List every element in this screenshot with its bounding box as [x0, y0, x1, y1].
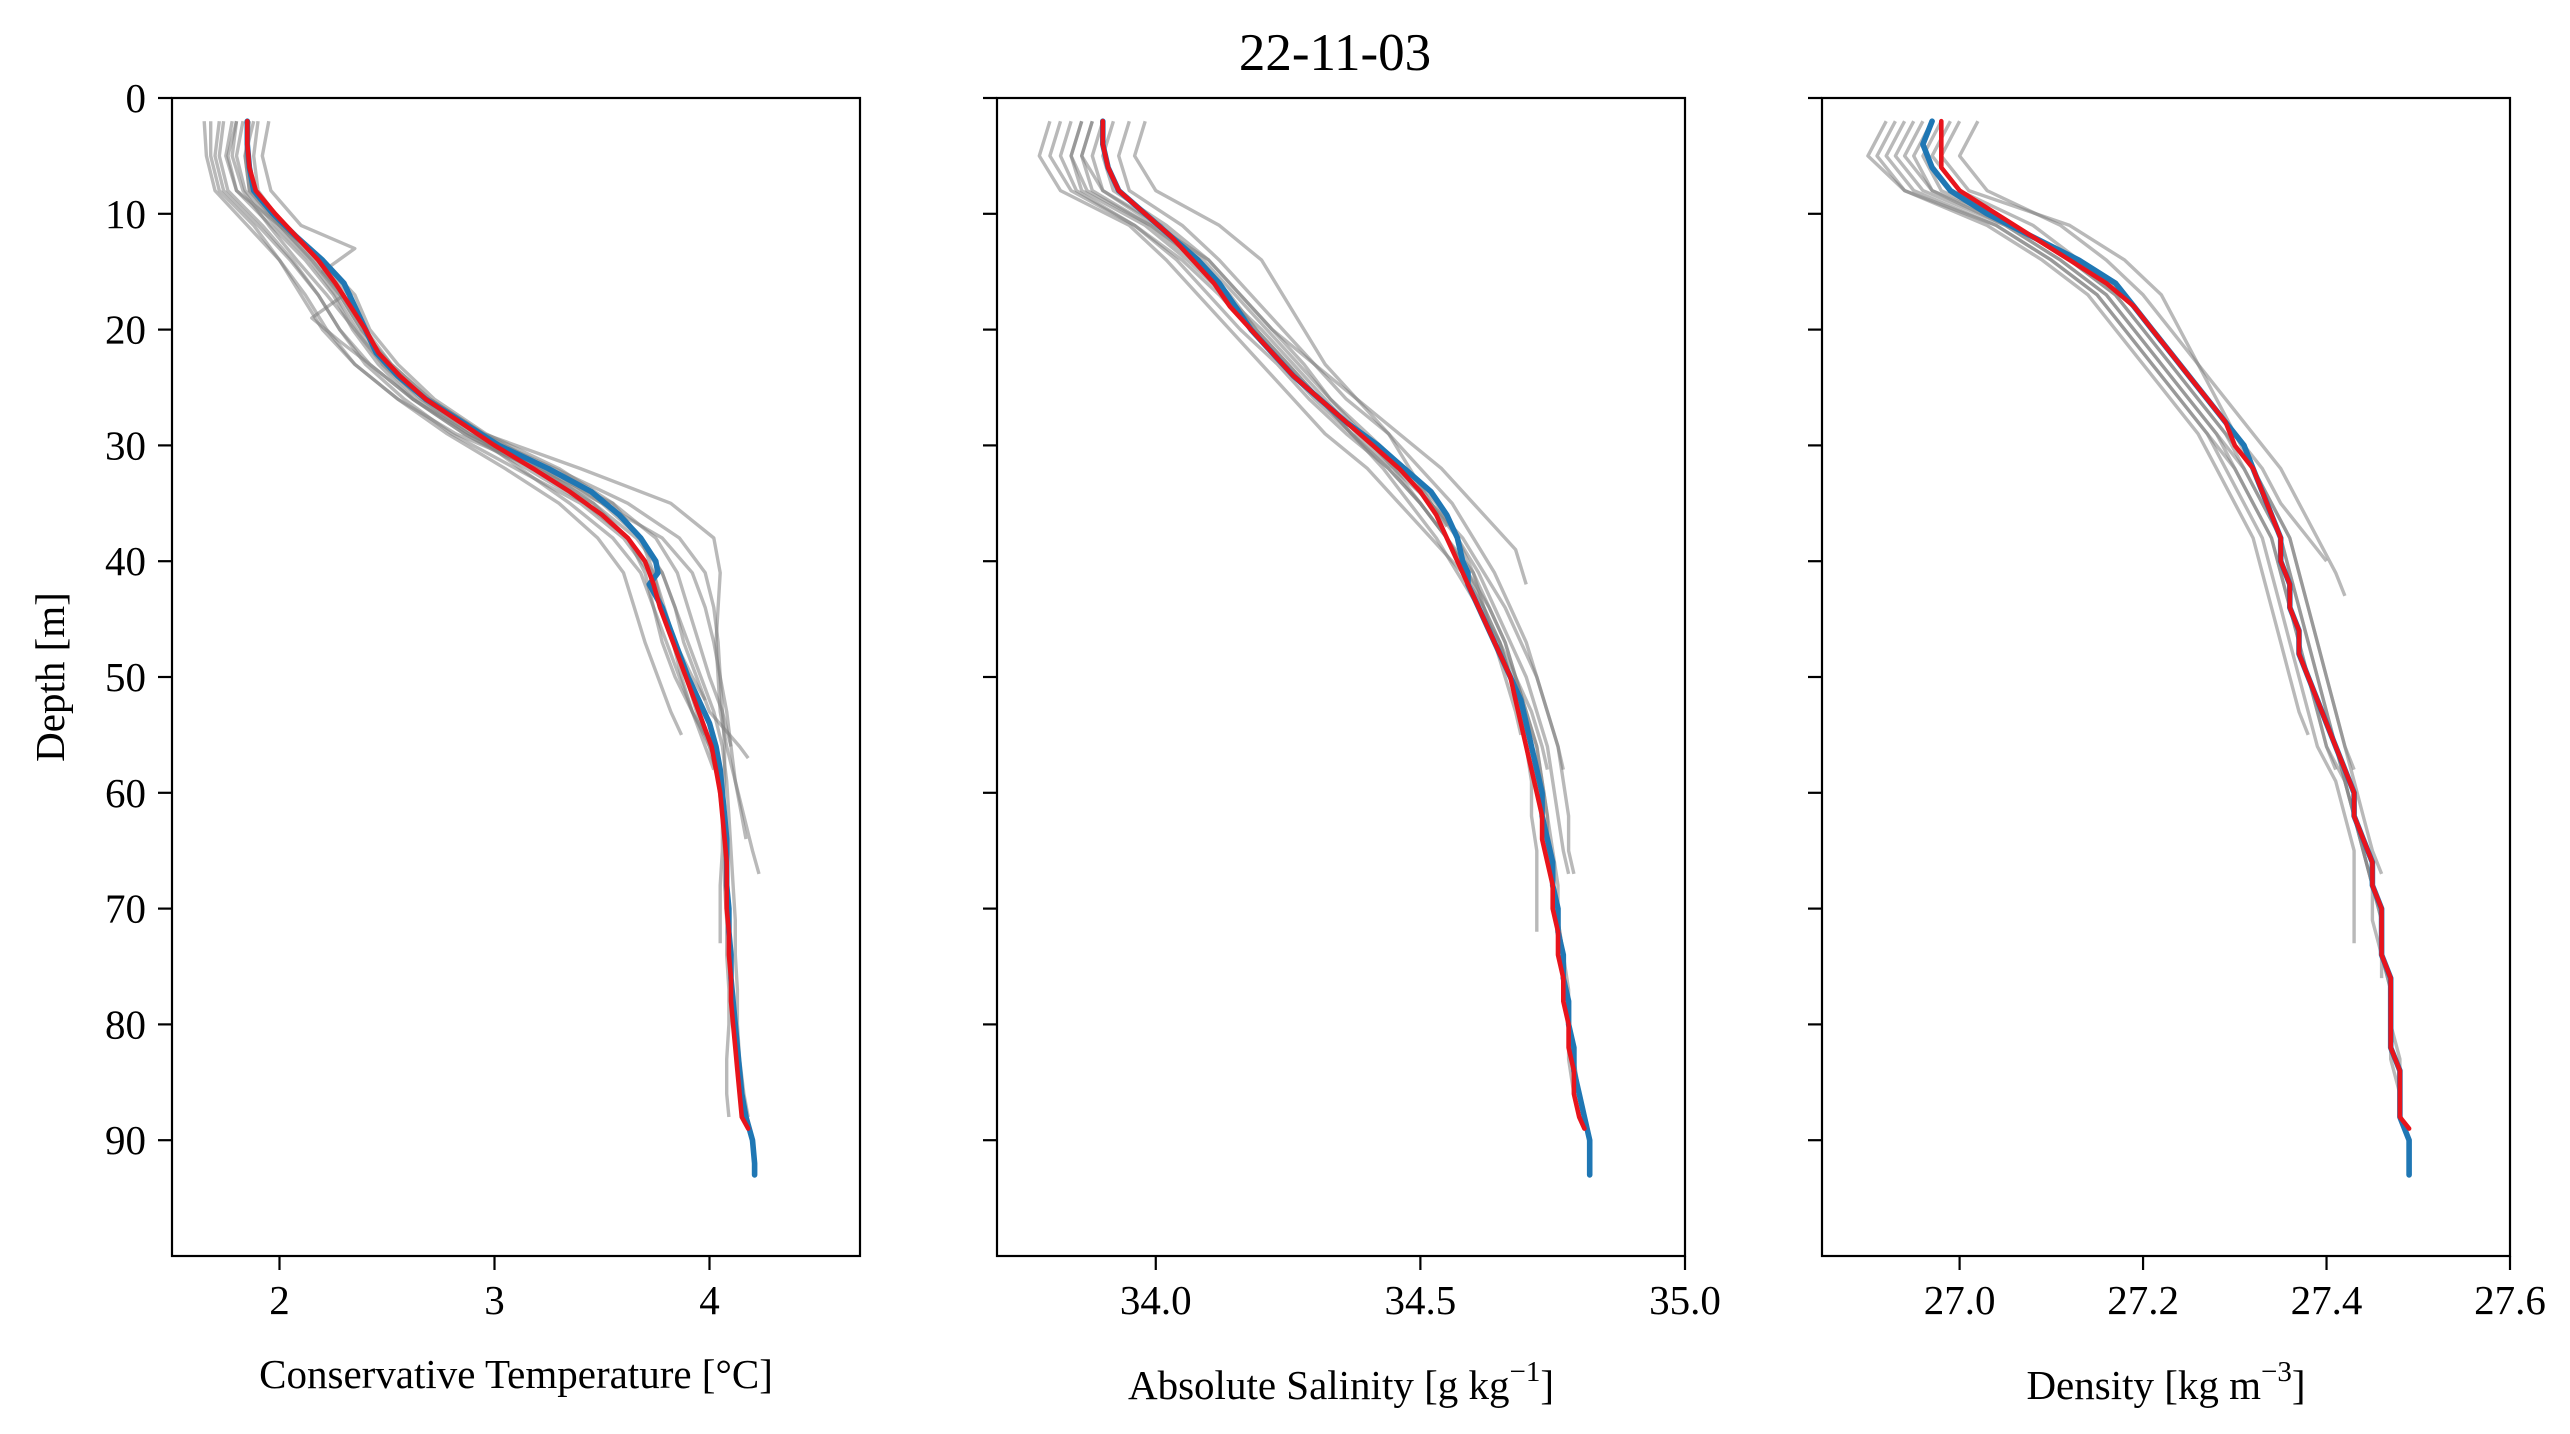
depth-y-tick-label: 70: [105, 886, 146, 932]
density-mean-profile-line: [1920, 118, 2412, 1178]
salinity-cast-line-11: [1079, 120, 1581, 1118]
salinity-ticks: 34.0 34.5 35.0: [983, 96, 1721, 1323]
temperature-smoothed-profile-line: [245, 118, 751, 1131]
density-x-tick-label: 27.2: [2107, 1277, 2179, 1323]
depth-y-tick-label: 90: [105, 1117, 146, 1163]
salinity-cast-line-3: [1116, 120, 1565, 770]
density-cast-line-7: [1875, 120, 2310, 736]
temperature-x-tick-label: 4: [699, 1277, 720, 1323]
temperature-x-tick-label: 2: [269, 1277, 290, 1323]
salinity-x-axis-label-end: ]: [1540, 1362, 1554, 1408]
temperature-cast-line-12: [243, 120, 750, 1118]
depth-y-tick-label: 60: [105, 770, 146, 816]
figure-title: 22-11-03: [1239, 24, 1431, 82]
depth-y-axis-label: Depth [m]: [27, 592, 73, 762]
salinity-mean-profile-line: [1100, 118, 1593, 1178]
temperature-cast-line-1: [213, 120, 722, 771]
density-smoothed-profile-line: [1939, 118, 2412, 1131]
density-cast-line-8: [1911, 120, 2384, 979]
salinity-cast-line-10: [1048, 120, 1571, 875]
depth-y-tick-label: 50: [105, 654, 146, 700]
density-lines: [1866, 118, 2412, 1178]
depth-y-tick-label: 40: [105, 538, 146, 584]
salinity-axes-frame: [995, 96, 1687, 1258]
salinity-x-tick-label: 34.5: [1385, 1277, 1457, 1323]
density-axes-frame: [1820, 96, 2512, 1258]
salinity-x-tick-label: 35.0: [1649, 1277, 1721, 1323]
temperature-cast-line-10: [208, 121, 733, 747]
density-cast-line-9: [1921, 120, 2402, 1117]
density-cast-line-3: [1957, 120, 2347, 597]
salinity-smoothed-profile-line: [1100, 118, 1587, 1131]
density-cast-line-4: [1939, 120, 2328, 563]
salinity-cast-line-5: [1132, 120, 1449, 528]
density-x-axis-label: Density [kg m−3]: [2026, 1356, 2305, 1408]
temperature-cast-line-7: [260, 120, 707, 736]
salinity-x-axis-label-main: Absolute Salinity [g kg: [1128, 1362, 1510, 1408]
salinity-cast-line-9: [1090, 120, 1523, 736]
temperature-cast-line-3: [251, 120, 761, 875]
salinity-lines: [1037, 118, 1593, 1178]
density-x-axis-label-main: Density [kg m: [2026, 1362, 2261, 1408]
salinity-cast-line-1: [1037, 120, 1539, 932]
temperature-x-axis-label: Conservative Temperature [°C]: [259, 1351, 773, 1397]
density-cast-line-5: [1893, 120, 2402, 1117]
density-x-tick-label: 27.6: [2474, 1277, 2546, 1323]
depth-y-tick-label: 80: [105, 1001, 146, 1047]
density-x-tick-label: 27.0: [1924, 1277, 1996, 1323]
salinity-x-tick-label: 34.0: [1120, 1277, 1192, 1323]
density-x-axis-label-sup: −3: [2261, 1356, 2292, 1388]
temperature-axes-frame: [170, 96, 862, 1258]
salinity-cast-line-6: [1058, 120, 1555, 909]
depth-y-tick-label: 10: [105, 191, 146, 237]
depth-y-tick-label: 20: [105, 307, 146, 353]
depth-y-tick-label: 30: [105, 422, 146, 468]
density-x-axis-label-end: ]: [2292, 1362, 2306, 1408]
depth-y-tick-label: 0: [126, 75, 147, 121]
temperature-x-tick-label: 3: [484, 1277, 505, 1323]
density-ticks: 27.0 27.2 27.4 27.6: [1808, 96, 2546, 1323]
density-cast-line-10: [1884, 120, 2338, 771]
density-panel: 27.0 27.2 27.4 27.6 Density [kg m−3]: [1808, 96, 2546, 1408]
salinity-x-axis-label: Absolute Salinity [g kg−1]: [1128, 1356, 1554, 1408]
temperature-cast-line-11: [226, 120, 707, 702]
temperature-lines: [202, 118, 761, 1178]
temperature-cast-line-4: [202, 121, 684, 736]
density-x-tick-label: 27.4: [2291, 1277, 2363, 1323]
salinity-x-axis-label-sup: −1: [1510, 1356, 1541, 1388]
density-cast-line-2: [1902, 120, 2384, 875]
salinity-panel: 34.0 34.5 35.0 Absolute Salinity [g kg−1]: [983, 96, 1721, 1408]
